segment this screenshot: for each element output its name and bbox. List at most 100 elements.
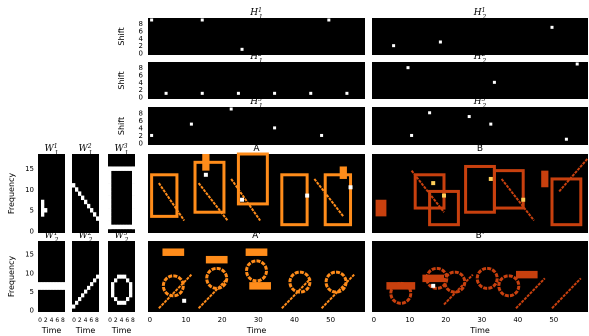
shape-bar bbox=[205, 255, 228, 264]
template-cell bbox=[108, 191, 112, 196]
template-cell bbox=[44, 282, 48, 287]
template-cell bbox=[81, 293, 85, 298]
template-cell bbox=[123, 166, 127, 171]
template-cell bbox=[132, 170, 136, 176]
w-panel-bg bbox=[72, 241, 99, 312]
shift-tick-label: 6 bbox=[139, 28, 144, 36]
h-panel-bg bbox=[148, 107, 365, 145]
template-cell bbox=[81, 195, 85, 201]
w-panel-bg bbox=[38, 154, 65, 233]
template-cell bbox=[41, 208, 45, 213]
template-cell bbox=[78, 191, 82, 196]
template-cell bbox=[132, 187, 136, 192]
time-tick-label: 30 bbox=[254, 316, 263, 324]
template-cell bbox=[96, 216, 100, 221]
activation-point bbox=[467, 115, 471, 119]
activation-point bbox=[406, 66, 410, 70]
activation-point bbox=[150, 133, 154, 137]
time-tick-label: 20 bbox=[218, 316, 227, 324]
freq-tick-label: 10 bbox=[25, 186, 34, 194]
activation-point bbox=[309, 91, 313, 95]
template-cell bbox=[120, 224, 124, 230]
shape-box bbox=[492, 169, 525, 210]
template-cell bbox=[132, 178, 136, 184]
template-cell bbox=[132, 203, 136, 209]
shape-bar bbox=[245, 248, 268, 256]
template-cell bbox=[123, 274, 127, 279]
template-cell bbox=[93, 278, 97, 283]
shift-tick-label: 8 bbox=[139, 20, 143, 28]
time-axis-label: Time bbox=[469, 326, 490, 335]
template-cell bbox=[47, 285, 51, 290]
template-cell bbox=[108, 183, 112, 188]
freq-tick-label: 15 bbox=[25, 165, 34, 173]
shape-diagonal bbox=[515, 277, 546, 309]
template-cell bbox=[47, 282, 51, 287]
template-cell bbox=[132, 174, 136, 180]
shape-box bbox=[280, 173, 309, 227]
shift-tick-label: 0 bbox=[139, 50, 143, 58]
template-cell bbox=[126, 224, 130, 230]
shift-tick-label: 6 bbox=[139, 117, 144, 125]
big-panel-title: B bbox=[477, 144, 483, 154]
time-tick-label: 40 bbox=[513, 316, 522, 324]
template-cell bbox=[38, 282, 42, 287]
template-cell bbox=[53, 282, 57, 287]
time-tick-label: 10 bbox=[182, 316, 191, 324]
template-cell bbox=[132, 183, 136, 188]
activation-point bbox=[240, 47, 244, 51]
template-cell bbox=[132, 208, 136, 213]
template-cell bbox=[62, 285, 66, 290]
activation-point bbox=[345, 91, 349, 95]
overlap-highlight bbox=[240, 197, 245, 202]
template-cell bbox=[41, 203, 45, 209]
template-cell bbox=[111, 166, 115, 171]
template-cell bbox=[50, 285, 54, 290]
time-tick-label: 50 bbox=[549, 316, 558, 324]
overlap-highlight bbox=[442, 193, 446, 198]
w-panel-bg bbox=[108, 154, 135, 233]
w-panel-title: W3 1 bbox=[115, 143, 129, 157]
template-cell bbox=[132, 191, 136, 196]
template-cell bbox=[120, 274, 124, 279]
shape-bar bbox=[386, 282, 416, 290]
template-cell bbox=[108, 220, 112, 225]
shift-tick-label: 8 bbox=[139, 109, 143, 117]
shape-ring bbox=[389, 281, 413, 305]
activation-point bbox=[428, 111, 432, 115]
h-panel-bg bbox=[372, 18, 588, 55]
activation-point bbox=[273, 91, 277, 95]
template-cell bbox=[62, 282, 66, 287]
activation-point bbox=[236, 91, 240, 95]
shape-diagonal bbox=[443, 273, 474, 306]
template-cell bbox=[41, 199, 45, 205]
template-cell bbox=[111, 282, 115, 287]
w-panel-bg bbox=[38, 241, 65, 312]
shift-tick-label: 4 bbox=[139, 124, 144, 132]
freq-tick-label: 5 bbox=[30, 288, 34, 296]
activation-point bbox=[200, 18, 204, 22]
shift-axis-label: Shift bbox=[117, 27, 126, 45]
template-cell bbox=[111, 293, 115, 298]
template-cell bbox=[111, 285, 115, 290]
h-panel-bg bbox=[148, 18, 365, 55]
shift-tick-label: 0 bbox=[139, 94, 143, 102]
shape-bar bbox=[541, 170, 549, 188]
template-cell bbox=[108, 166, 112, 171]
template-cell bbox=[87, 285, 91, 290]
template-cell bbox=[59, 282, 63, 287]
shape-diagonal bbox=[230, 178, 261, 222]
w-panel-title: W2 2 bbox=[79, 230, 93, 244]
overlap-highlight bbox=[431, 181, 436, 186]
w-panel-title: W3 2 bbox=[115, 230, 129, 244]
template-cell bbox=[108, 195, 112, 201]
template-cell bbox=[50, 282, 54, 287]
shape-diagonal bbox=[158, 182, 185, 222]
template-cell bbox=[84, 289, 88, 294]
template-cell bbox=[132, 212, 136, 217]
w-panel-title: W2 1 bbox=[79, 143, 93, 157]
template-cell bbox=[53, 285, 57, 290]
frequency-axis-label: Frequency bbox=[7, 173, 16, 215]
template-cell bbox=[56, 285, 60, 290]
template-cell bbox=[114, 166, 118, 171]
